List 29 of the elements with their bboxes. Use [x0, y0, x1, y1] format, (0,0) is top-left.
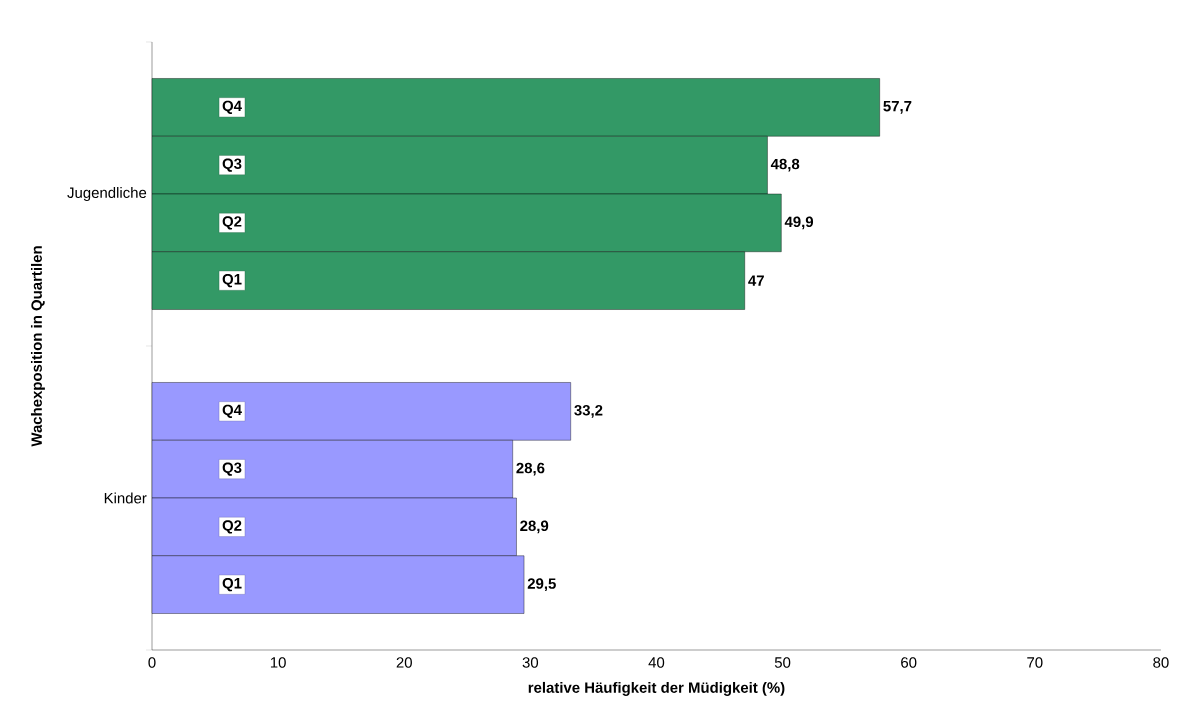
x-tick-label: 0	[148, 657, 156, 668]
data-label: 33,2	[574, 404, 603, 418]
data-label: 57,7	[883, 101, 912, 114]
x-axis-title: relative Häufigkeit der Müdigkeit (%)	[528, 681, 785, 696]
y-tick-label: Kinder	[104, 492, 147, 504]
x-tick-label: 70	[1027, 657, 1043, 668]
series-label: Q1	[222, 273, 242, 288]
data-label: 28,9	[520, 520, 549, 534]
series-label: Q4	[222, 100, 242, 115]
series-label: Q2	[222, 216, 242, 230]
x-tick-label: 20	[396, 657, 412, 668]
text: Q3	[222, 462, 242, 476]
x-tick-label: 40	[648, 657, 665, 668]
data-label: 28,6	[516, 462, 545, 476]
y-tick-label: Jugendliche	[67, 187, 147, 201]
text: Q2	[222, 520, 242, 534]
series-label: Q3	[222, 158, 242, 172]
x-tick-label: 80	[1153, 657, 1169, 668]
x-tick-label: 10	[270, 657, 286, 668]
x-tick-label: 60	[901, 657, 917, 668]
text: Q4	[222, 404, 242, 419]
y-axis-title: Wachexposition in Quartilen	[30, 246, 45, 447]
x-tick-label: 50	[774, 657, 791, 668]
x-tick-label: 30	[522, 657, 539, 668]
data-label: 48,8	[770, 158, 800, 172]
data-label: 49,9	[784, 216, 814, 230]
data-label: 29,5	[527, 578, 556, 592]
data-label: 47	[748, 275, 764, 286]
text: Q1	[222, 577, 242, 592]
